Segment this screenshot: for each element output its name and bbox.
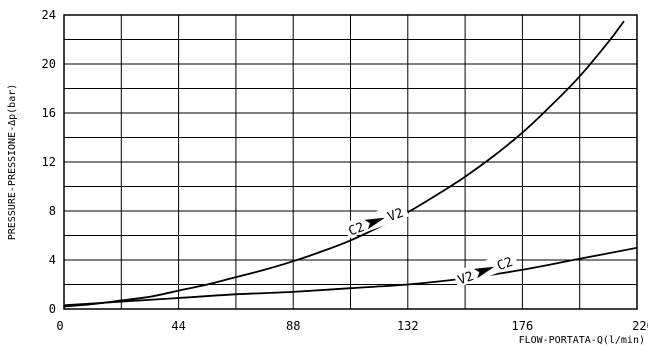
plot-frame — [63, 14, 638, 310]
tick-labels: 0 44 88 132 176 220 0 4 8 12 16 20 24 — [42, 8, 648, 333]
y-tick-label: 12 — [42, 155, 56, 169]
x-tick-label: 44 — [171, 319, 185, 333]
flow-direction-arrow-icon — [364, 217, 385, 230]
curve-annotation-lower: V2 C2 — [452, 250, 519, 288]
annotation-to-label: C2 — [495, 255, 515, 274]
annotation-from-label: C2 — [347, 220, 367, 239]
series — [63, 20, 638, 308]
x-tick-label: 88 — [286, 319, 300, 333]
annotation-to-label: V2 — [386, 206, 406, 225]
y-tick-label: 8 — [49, 204, 56, 218]
annotations: C2 V2 V2 C2 — [343, 201, 519, 288]
series-curve-2 — [63, 246, 638, 307]
y-tick-label: 16 — [42, 106, 56, 120]
x-axis-title: FLOW-PORTATA-Q(l/min) — [519, 335, 645, 346]
x-tick-label: 132 — [397, 319, 419, 333]
y-tick-label: 24 — [42, 8, 56, 22]
curve-annotation-upper: C2 V2 — [343, 201, 409, 239]
y-tick-label: 20 — [42, 57, 56, 71]
x-tick-label: 176 — [512, 319, 534, 333]
grid — [64, 15, 637, 309]
x-tick-label: 0 — [56, 319, 63, 333]
annotation-from-label: V2 — [456, 269, 476, 288]
flow-direction-arrow-icon — [473, 266, 495, 279]
y-tick-label: 4 — [49, 253, 56, 267]
x-tick-label: 220 — [632, 319, 648, 333]
y-axis-title: PRESSURE-PRESSIONE-Δp(bar) — [7, 84, 18, 241]
y-tick-label: 0 — [49, 302, 56, 316]
series-curve-1 — [63, 20, 625, 308]
